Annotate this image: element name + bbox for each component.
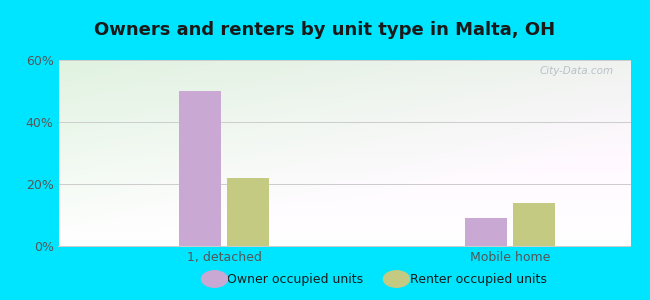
Text: City-Data.com: City-Data.com xyxy=(540,66,614,76)
Bar xyxy=(465,218,507,246)
Bar xyxy=(513,202,555,246)
Text: Owner occupied units: Owner occupied units xyxy=(227,272,363,286)
Bar xyxy=(179,91,221,246)
Bar xyxy=(227,178,269,246)
Text: Renter occupied units: Renter occupied units xyxy=(410,272,547,286)
Text: Owners and renters by unit type in Malta, OH: Owners and renters by unit type in Malta… xyxy=(94,21,556,39)
